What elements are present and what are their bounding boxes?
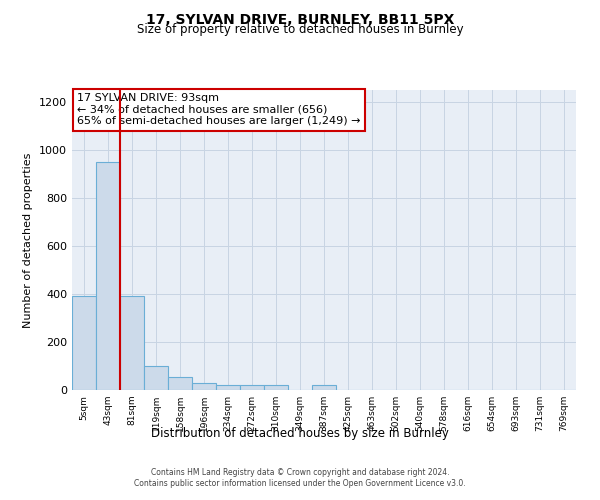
Bar — [192, 383, 216, 390]
Bar — [144, 366, 168, 390]
Text: 17 SYLVAN DRIVE: 93sqm
← 34% of detached houses are smaller (656)
65% of semi-de: 17 SYLVAN DRIVE: 93sqm ← 34% of detached… — [77, 93, 361, 126]
Bar — [264, 385, 288, 390]
Bar — [240, 385, 264, 390]
Text: Contains HM Land Registry data © Crown copyright and database right 2024.
Contai: Contains HM Land Registry data © Crown c… — [134, 468, 466, 487]
Text: 17, SYLVAN DRIVE, BURNLEY, BB11 5PX: 17, SYLVAN DRIVE, BURNLEY, BB11 5PX — [146, 12, 454, 26]
Bar — [168, 377, 192, 390]
Bar — [120, 296, 144, 390]
Y-axis label: Number of detached properties: Number of detached properties — [23, 152, 34, 328]
Bar — [216, 385, 240, 390]
Bar — [72, 296, 96, 390]
Bar — [312, 385, 336, 390]
Text: Size of property relative to detached houses in Burnley: Size of property relative to detached ho… — [137, 24, 463, 36]
Bar — [96, 162, 120, 390]
Text: Distribution of detached houses by size in Burnley: Distribution of detached houses by size … — [151, 428, 449, 440]
